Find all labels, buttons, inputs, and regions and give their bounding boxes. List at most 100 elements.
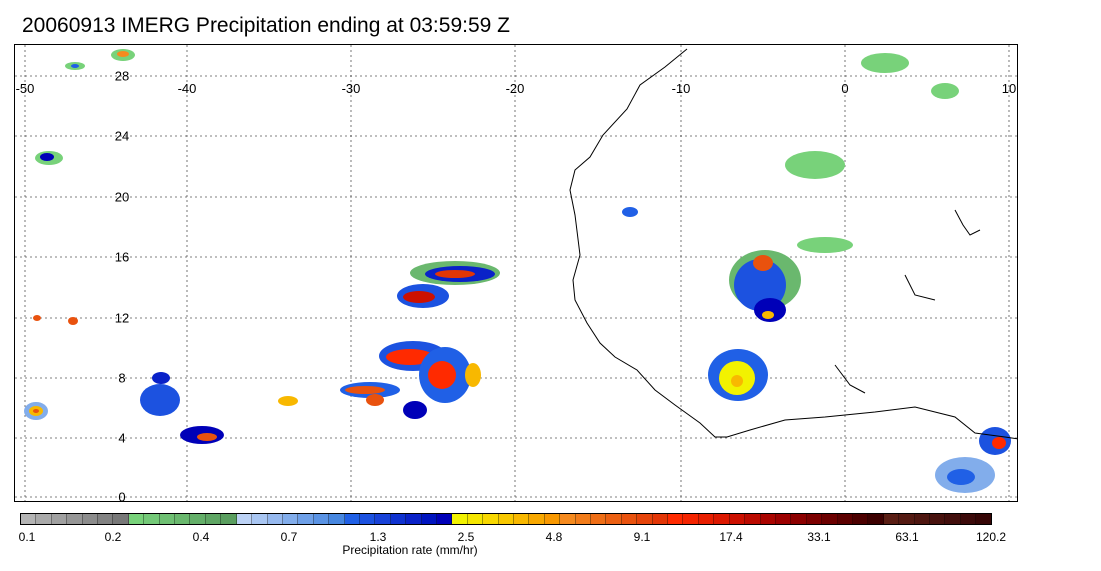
- colorbar-swatch: [406, 514, 422, 524]
- colorbar-tick-label: 33.1: [807, 530, 831, 544]
- colorbar-tick-label: 17.4: [719, 530, 743, 544]
- colorbar-swatch: [668, 514, 684, 524]
- colorbar-swatch: [637, 514, 653, 524]
- colorbar-swatch: [51, 514, 68, 524]
- precip-cell: [65, 49, 135, 70]
- colorbar-swatch: [498, 514, 514, 524]
- colorbar-swatch: [837, 514, 853, 524]
- precip-cell: [24, 315, 224, 444]
- colorbar-swatch: [82, 514, 99, 524]
- colorbar-swatch: [390, 514, 407, 524]
- map-gridlines: [15, 45, 1017, 501]
- colorbar-swatch: [883, 514, 900, 524]
- colorbar-swatch: [282, 514, 299, 524]
- colorbar-swatch: [745, 514, 761, 524]
- colorbar-swatch: [236, 514, 253, 524]
- precip-cell: [622, 151, 853, 401]
- colorbar-swatch: [591, 514, 607, 524]
- precip-cell: [35, 151, 63, 165]
- lat-label: 28: [114, 68, 130, 84]
- colorbar-tick-label: 0.1: [18, 530, 36, 544]
- colorbar-swatch: [514, 514, 530, 524]
- colorbar-swatch: [329, 514, 345, 524]
- colorbar-swatch: [945, 514, 961, 524]
- lon-label: -10: [671, 81, 691, 96]
- coastline: [569, 48, 1017, 440]
- colorbar-swatch: [806, 514, 823, 524]
- colorbar-swatch: [914, 514, 930, 524]
- colorbar-swatch: [113, 514, 129, 524]
- precip-cell: [278, 261, 500, 419]
- colorbar-swatch: [252, 514, 268, 524]
- precip-cell: [861, 53, 1011, 493]
- colorbar-swatch: [359, 514, 376, 524]
- colorbar-swatch: [128, 514, 145, 524]
- colorbar-swatch: [621, 514, 638, 524]
- colorbar-swatch: [560, 514, 576, 524]
- colorbar-swatch: [775, 514, 792, 524]
- colorbar-swatch: [205, 514, 222, 524]
- colorbar-tick-label: 1.3: [369, 530, 387, 544]
- colorbar-swatch: [575, 514, 592, 524]
- colorbar-swatch: [822, 514, 838, 524]
- colorbar-swatch: [852, 514, 869, 524]
- colorbar-swatch: [344, 514, 360, 524]
- colorbar-swatch: [267, 514, 283, 524]
- colorbar-tick-label: 2.5: [457, 530, 475, 544]
- colorbar-swatch: [976, 514, 991, 524]
- colorbar-tick-label: 63.1: [895, 530, 919, 544]
- precipitation-field: [24, 49, 1011, 493]
- map-canvas: [15, 45, 1017, 501]
- colorbar-swatch: [36, 514, 52, 524]
- lat-label: 24: [114, 128, 130, 144]
- colorbar-swatch: [144, 514, 160, 524]
- lon-label: -30: [341, 81, 361, 96]
- map-title: 20060913 IMERG Precipitation ending at 0…: [22, 14, 510, 37]
- precipitation-map: -50 -40 -30 -20 -10 0 10 28 24 20 16 12 …: [14, 44, 1018, 502]
- colorbar-tick-label: 120.2: [975, 530, 1007, 544]
- lon-label: -50: [15, 81, 35, 96]
- colorbar-swatch: [929, 514, 946, 524]
- colorbar-swatch: [175, 514, 191, 524]
- colorbar-swatch: [467, 514, 484, 524]
- colorbar-swatch: [159, 514, 176, 524]
- lat-label: 0: [118, 489, 126, 502]
- colorbar-swatch: [483, 514, 499, 524]
- colorbar-tick-label: 0.4: [192, 530, 210, 544]
- lat-label: 20: [114, 189, 130, 205]
- precipitation-colorbar: [20, 513, 992, 525]
- colorbar-swatch: [67, 514, 83, 524]
- colorbar-tick-label: 9.1: [633, 530, 651, 544]
- lon-label: -20: [505, 81, 525, 96]
- colorbar-swatch: [899, 514, 915, 524]
- colorbar-swatch: [298, 514, 314, 524]
- colorbar-label: Precipitation rate (mm/hr): [342, 543, 478, 557]
- lon-label: 0: [841, 81, 849, 96]
- colorbar-swatch: [421, 514, 437, 524]
- colorbar-swatch: [98, 514, 114, 524]
- colorbar-swatch: [652, 514, 669, 524]
- colorbar-swatch: [529, 514, 545, 524]
- colorbar-swatch: [313, 514, 330, 524]
- colorbar-tick-label: 0.2: [104, 530, 122, 544]
- lat-label: 16: [114, 249, 130, 265]
- colorbar-swatch: [760, 514, 776, 524]
- colorbar-swatch: [375, 514, 391, 524]
- colorbar-swatch: [791, 514, 807, 524]
- colorbar-swatch: [452, 514, 468, 524]
- lon-label: -40: [177, 81, 197, 96]
- colorbar-swatch: [436, 514, 453, 524]
- colorbar-swatch: [698, 514, 715, 524]
- lat-label: 8: [118, 370, 126, 386]
- colorbar-swatch: [960, 514, 977, 524]
- colorbar-swatch: [714, 514, 730, 524]
- colorbar-swatch: [683, 514, 699, 524]
- colorbar-tick-label: 4.8: [545, 530, 563, 544]
- lon-label: 10: [1001, 81, 1017, 96]
- colorbar-swatch: [606, 514, 622, 524]
- colorbar-swatch: [729, 514, 746, 524]
- colorbar-swatch: [544, 514, 561, 524]
- colorbar-swatch: [221, 514, 237, 524]
- lat-label: 12: [114, 310, 130, 326]
- colorbar-swatch: [868, 514, 884, 524]
